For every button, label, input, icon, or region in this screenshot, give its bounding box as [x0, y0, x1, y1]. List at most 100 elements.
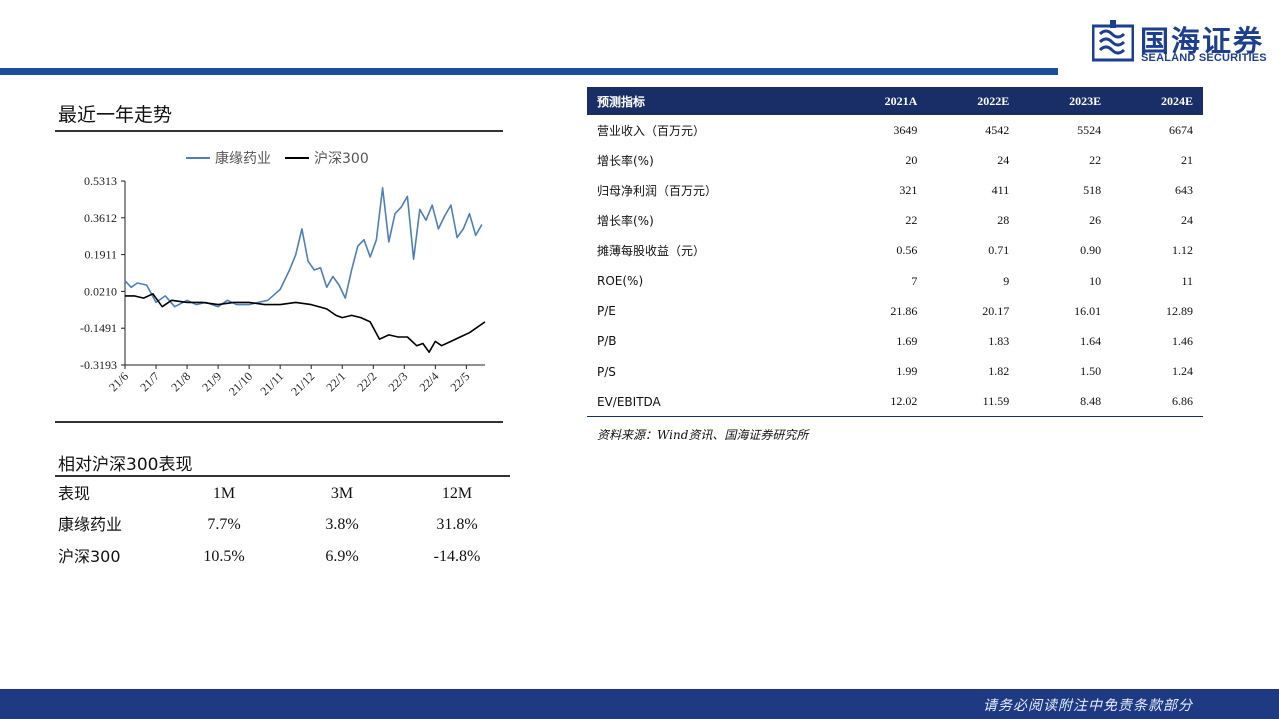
table-row: 摊薄每股收益（元） 0.56 0.71 0.90 1.12	[587, 236, 1203, 266]
metric-label: 增长率(%)	[597, 214, 654, 229]
y-tick-label: -0.3193	[80, 358, 117, 372]
metric-label: 增长率(%)	[597, 153, 654, 168]
relative-row-name: 康缘药业	[58, 515, 123, 534]
x-tick-label: 22/4	[416, 369, 441, 394]
metric-label: 归母净利润（百万元）	[597, 183, 718, 198]
legend-label-index: 沪深300	[314, 151, 369, 167]
forecast-header-metric: 预测指标	[587, 87, 835, 115]
relative-header-3m: 3M	[330, 485, 354, 502]
footer-disclaimer: 请务必阅读附注中免责条款部分	[983, 698, 1193, 714]
y-tick-label: 0.0210	[84, 284, 117, 298]
index-series-line	[125, 293, 486, 353]
table-row: P/B 1.69 1.83 1.64 1.46	[587, 326, 1203, 356]
table-cell: 0.90	[1080, 243, 1102, 258]
table-cell: 1.46	[1172, 333, 1193, 348]
table-cell: 1.99	[896, 364, 918, 379]
y-tick-label: 0.5313	[84, 174, 117, 188]
forecast-header-2024e: 2024E	[1111, 87, 1203, 115]
data-source-text: 资料来源：Wind资讯、国海证券研究所	[597, 428, 809, 442]
metric-label: P/S	[597, 364, 616, 379]
table-cell: 1.12	[1172, 243, 1193, 258]
table-row: EV/EBITDA 12.02 11.59 8.48 6.86	[587, 386, 1203, 418]
table-cell: 1.64	[1080, 333, 1102, 348]
relative-header-12m: 12M	[441, 485, 473, 502]
table-cell: 20.17	[982, 303, 1010, 318]
y-tick-label: 0.1911	[84, 248, 117, 262]
logo-english-name: SEALAND SECURITIES	[1141, 52, 1267, 64]
sealand-logo-icon	[1092, 20, 1134, 62]
table-cell: 5524	[1077, 122, 1102, 137]
title-underline	[55, 130, 503, 132]
table-cell: 7	[911, 273, 918, 288]
table-cell: 0.56	[896, 243, 918, 258]
table-cell: 24	[1181, 213, 1193, 228]
y-tick-label: -0.1491	[80, 321, 117, 335]
relative-cell-1m: 10.5%	[203, 548, 245, 565]
metric-label: P/E	[597, 304, 616, 319]
table-cell: 6.86	[1111, 386, 1203, 418]
trend-section-title: 最近一年走势	[58, 104, 173, 126]
x-tick-label: 21/9	[199, 369, 224, 394]
table-cell: 24	[997, 152, 1010, 167]
table-cell: 11.59	[927, 386, 1020, 418]
legend-item-index: 沪深300	[285, 148, 369, 168]
table-cell: 321	[899, 182, 918, 197]
table-cell: 22	[1089, 152, 1102, 167]
forecast-header-2023e: 2023E	[1019, 87, 1112, 115]
table-cell: 4542	[985, 122, 1010, 137]
table-cell: 28	[997, 213, 1010, 228]
relative-cell-3m: 3.8%	[325, 516, 359, 533]
table-cell: 3649	[893, 122, 918, 137]
relative-cell-3m: 6.9%	[325, 548, 359, 565]
x-tick-label: 21/7	[137, 369, 162, 394]
table-cell: 11	[1181, 273, 1193, 288]
table-row: 增长率(%) 22 28 26 24	[587, 206, 1203, 236]
data-source-note: 资料来源：Wind资讯、国海证券研究所	[597, 426, 808, 443]
relative-performance-title: 相对沪深300表现	[58, 455, 193, 475]
table-row: P/S 1.99 1.82 1.50 1.24	[587, 357, 1203, 387]
logo-chinese-name: 国海证券	[1140, 24, 1265, 58]
table-cell: 21	[1181, 152, 1193, 167]
x-tick-label: 21/12	[288, 369, 317, 398]
forecast-header-row: 预测指标 2021A 2022E 2023E 2024E	[587, 87, 1203, 115]
trend-line-chart: 0.53130.36120.19110.0210-0.1491-0.319321…	[80, 174, 486, 398]
relative-cell-12m: 31.8%	[436, 516, 478, 533]
table-cell: 22	[905, 213, 918, 228]
metric-label: 摊薄每股收益（元）	[597, 244, 706, 259]
relative-row-name: 沪深300	[58, 547, 121, 566]
x-tick-label: 21/11	[257, 369, 286, 398]
x-tick-label: 22/5	[448, 369, 473, 394]
table-cell: 8.48	[1019, 386, 1112, 418]
forecast-table: 预测指标 2021A 2022E 2023E 2024E 营业收入（百万元） 3…	[587, 87, 1203, 418]
relative-header-1m: 1M	[212, 485, 236, 502]
relative-table-row: 康缘药业 7.7% 3.8% 31.8%	[58, 509, 508, 541]
company-logo: 国海证券 SEALAND SECURITIES	[1092, 18, 1272, 66]
x-tick-label: 21/10	[226, 369, 255, 398]
metric-label: 营业收入（百万元）	[597, 123, 706, 138]
metric-label: ROE(%)	[597, 274, 644, 289]
x-tick-label: 22/2	[354, 369, 379, 394]
metric-label: EV/EBITDA	[587, 386, 835, 418]
table-cell: 26	[1089, 213, 1102, 228]
x-tick-label: 21/6	[106, 369, 131, 394]
table-cell: 16.01	[1074, 303, 1102, 318]
table-cell: 21.86	[890, 303, 918, 318]
chart-bottom-rule	[55, 421, 503, 423]
table-row: 归母净利润（百万元） 321 411 518 643	[587, 175, 1203, 205]
relative-header-label: 表现	[58, 484, 91, 503]
x-tick-label: 22/3	[385, 369, 410, 394]
table-cell: 411	[991, 182, 1010, 197]
table-cell: 1.83	[988, 333, 1010, 348]
table-row: 营业收入（百万元） 3649 4542 5524 6674	[587, 115, 1203, 145]
relative-cell-1m: 7.7%	[207, 516, 241, 533]
table-cell: 9	[1003, 273, 1010, 288]
legend-swatch-index	[285, 157, 309, 159]
forecast-header-2021a: 2021A	[834, 87, 928, 115]
table-cell: 12.02	[834, 386, 928, 418]
table-row: 增长率(%) 20 24 22 21	[587, 145, 1203, 175]
relative-table-row: 沪深300 10.5% 6.9% -14.8%	[58, 541, 508, 573]
stock-series-line	[124, 186, 483, 308]
table-cell: 518	[1083, 182, 1102, 197]
legend-item-stock: 康缘药业	[186, 148, 271, 168]
table-row: ROE(%) 7 9 10 11	[587, 266, 1203, 296]
